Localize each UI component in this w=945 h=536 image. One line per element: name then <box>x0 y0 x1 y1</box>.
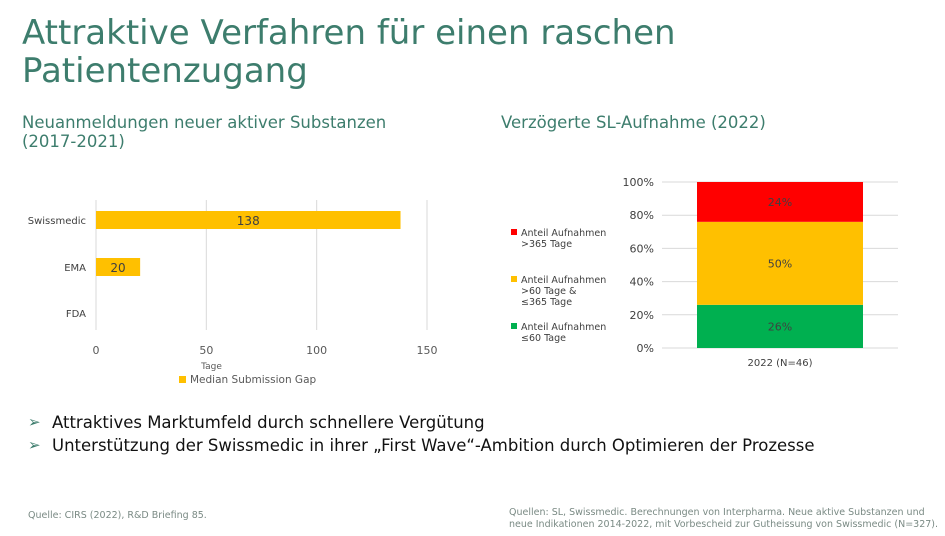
data-label: 20 <box>110 261 125 275</box>
y-tick-label: 40% <box>630 276 654 289</box>
legend-swatch <box>511 276 517 282</box>
y-tick-label: 100% <box>623 176 654 189</box>
stacked-bar-segment <box>697 221 863 305</box>
legend-swatch <box>179 376 186 383</box>
page-title: Attraktive Verfahren für einen raschen P… <box>22 13 676 91</box>
x-tick-label: 150 <box>417 344 438 357</box>
y-tick-label: 60% <box>630 242 654 255</box>
stacked-bar-segment <box>697 304 863 348</box>
legend-label: Median Submission Gap <box>190 374 317 386</box>
bullet-text: Unterstützung der Swissmedic in ihrer „F… <box>52 436 815 455</box>
category-label: 2022 (N=46) <box>747 358 812 369</box>
arrow-bullet-icon: ➢ <box>28 436 41 454</box>
data-label: 50% <box>768 257 792 270</box>
bar <box>96 258 141 276</box>
bullet-item: ➢ Attraktives Marktumfeld durch schneller… <box>28 412 872 433</box>
y-tick-label: 80% <box>630 209 654 222</box>
y-tick-label: 0% <box>637 342 654 355</box>
data-label: 138 <box>237 214 260 228</box>
x-axis-label: Tage <box>200 362 222 372</box>
legend-swatch <box>511 229 517 235</box>
bar <box>96 211 401 229</box>
source-right: Quellen: SL, Swissmedic. Berechnungen vo… <box>509 507 939 530</box>
y-tick-label: 20% <box>630 309 654 322</box>
category-label: Swissmedic <box>28 216 86 227</box>
stacked-bar-segment <box>697 182 863 222</box>
x-tick-label: 50 <box>199 344 213 357</box>
sl-aufnahme-chart: 0% 20% 40% 60% 80% 100% 26% 50% 24% 2022 (N=46) An… <box>511 176 898 369</box>
legend-label: Anteil Aufnahmen >60 Tage & ≤365 Tage <box>521 275 606 308</box>
legend-label: Anteil Aufnahmen >365 Tage <box>521 228 606 250</box>
submission-gap-chart: 0 50 100 150 Tage Swissmedic 138 EMA 20 FDA Median… <box>28 200 438 386</box>
category-label: EMA <box>64 263 86 274</box>
data-label: 24% <box>768 196 792 209</box>
legend-label: Anteil Aufnahmen ≤60 Tage <box>521 322 606 344</box>
bullet-list: ➢ Attraktives Marktumfeld durch schneller… <box>28 412 872 458</box>
arrow-bullet-icon: ➢ <box>28 413 41 431</box>
legend-swatch <box>511 323 517 329</box>
x-tick-label: 0 <box>93 344 100 357</box>
bullet-text: Attraktives Marktumfeld durch schnellere… <box>52 413 485 432</box>
left-chart-subtitle: Neuanmeldungen neuer aktiver Substanzen … <box>22 113 387 151</box>
x-tick-label: 100 <box>306 344 327 357</box>
bullet-item: ➢ Unterstützung der Swissmedic in ihrer „… <box>28 435 872 456</box>
category-label: FDA <box>66 309 86 320</box>
source-left: Quelle: CIRS (2022), R&D Briefing 85. <box>28 510 207 521</box>
data-label: 26% <box>768 320 792 333</box>
right-chart-subtitle: Verzögerte SL-Aufnahme (2022) <box>501 113 766 132</box>
